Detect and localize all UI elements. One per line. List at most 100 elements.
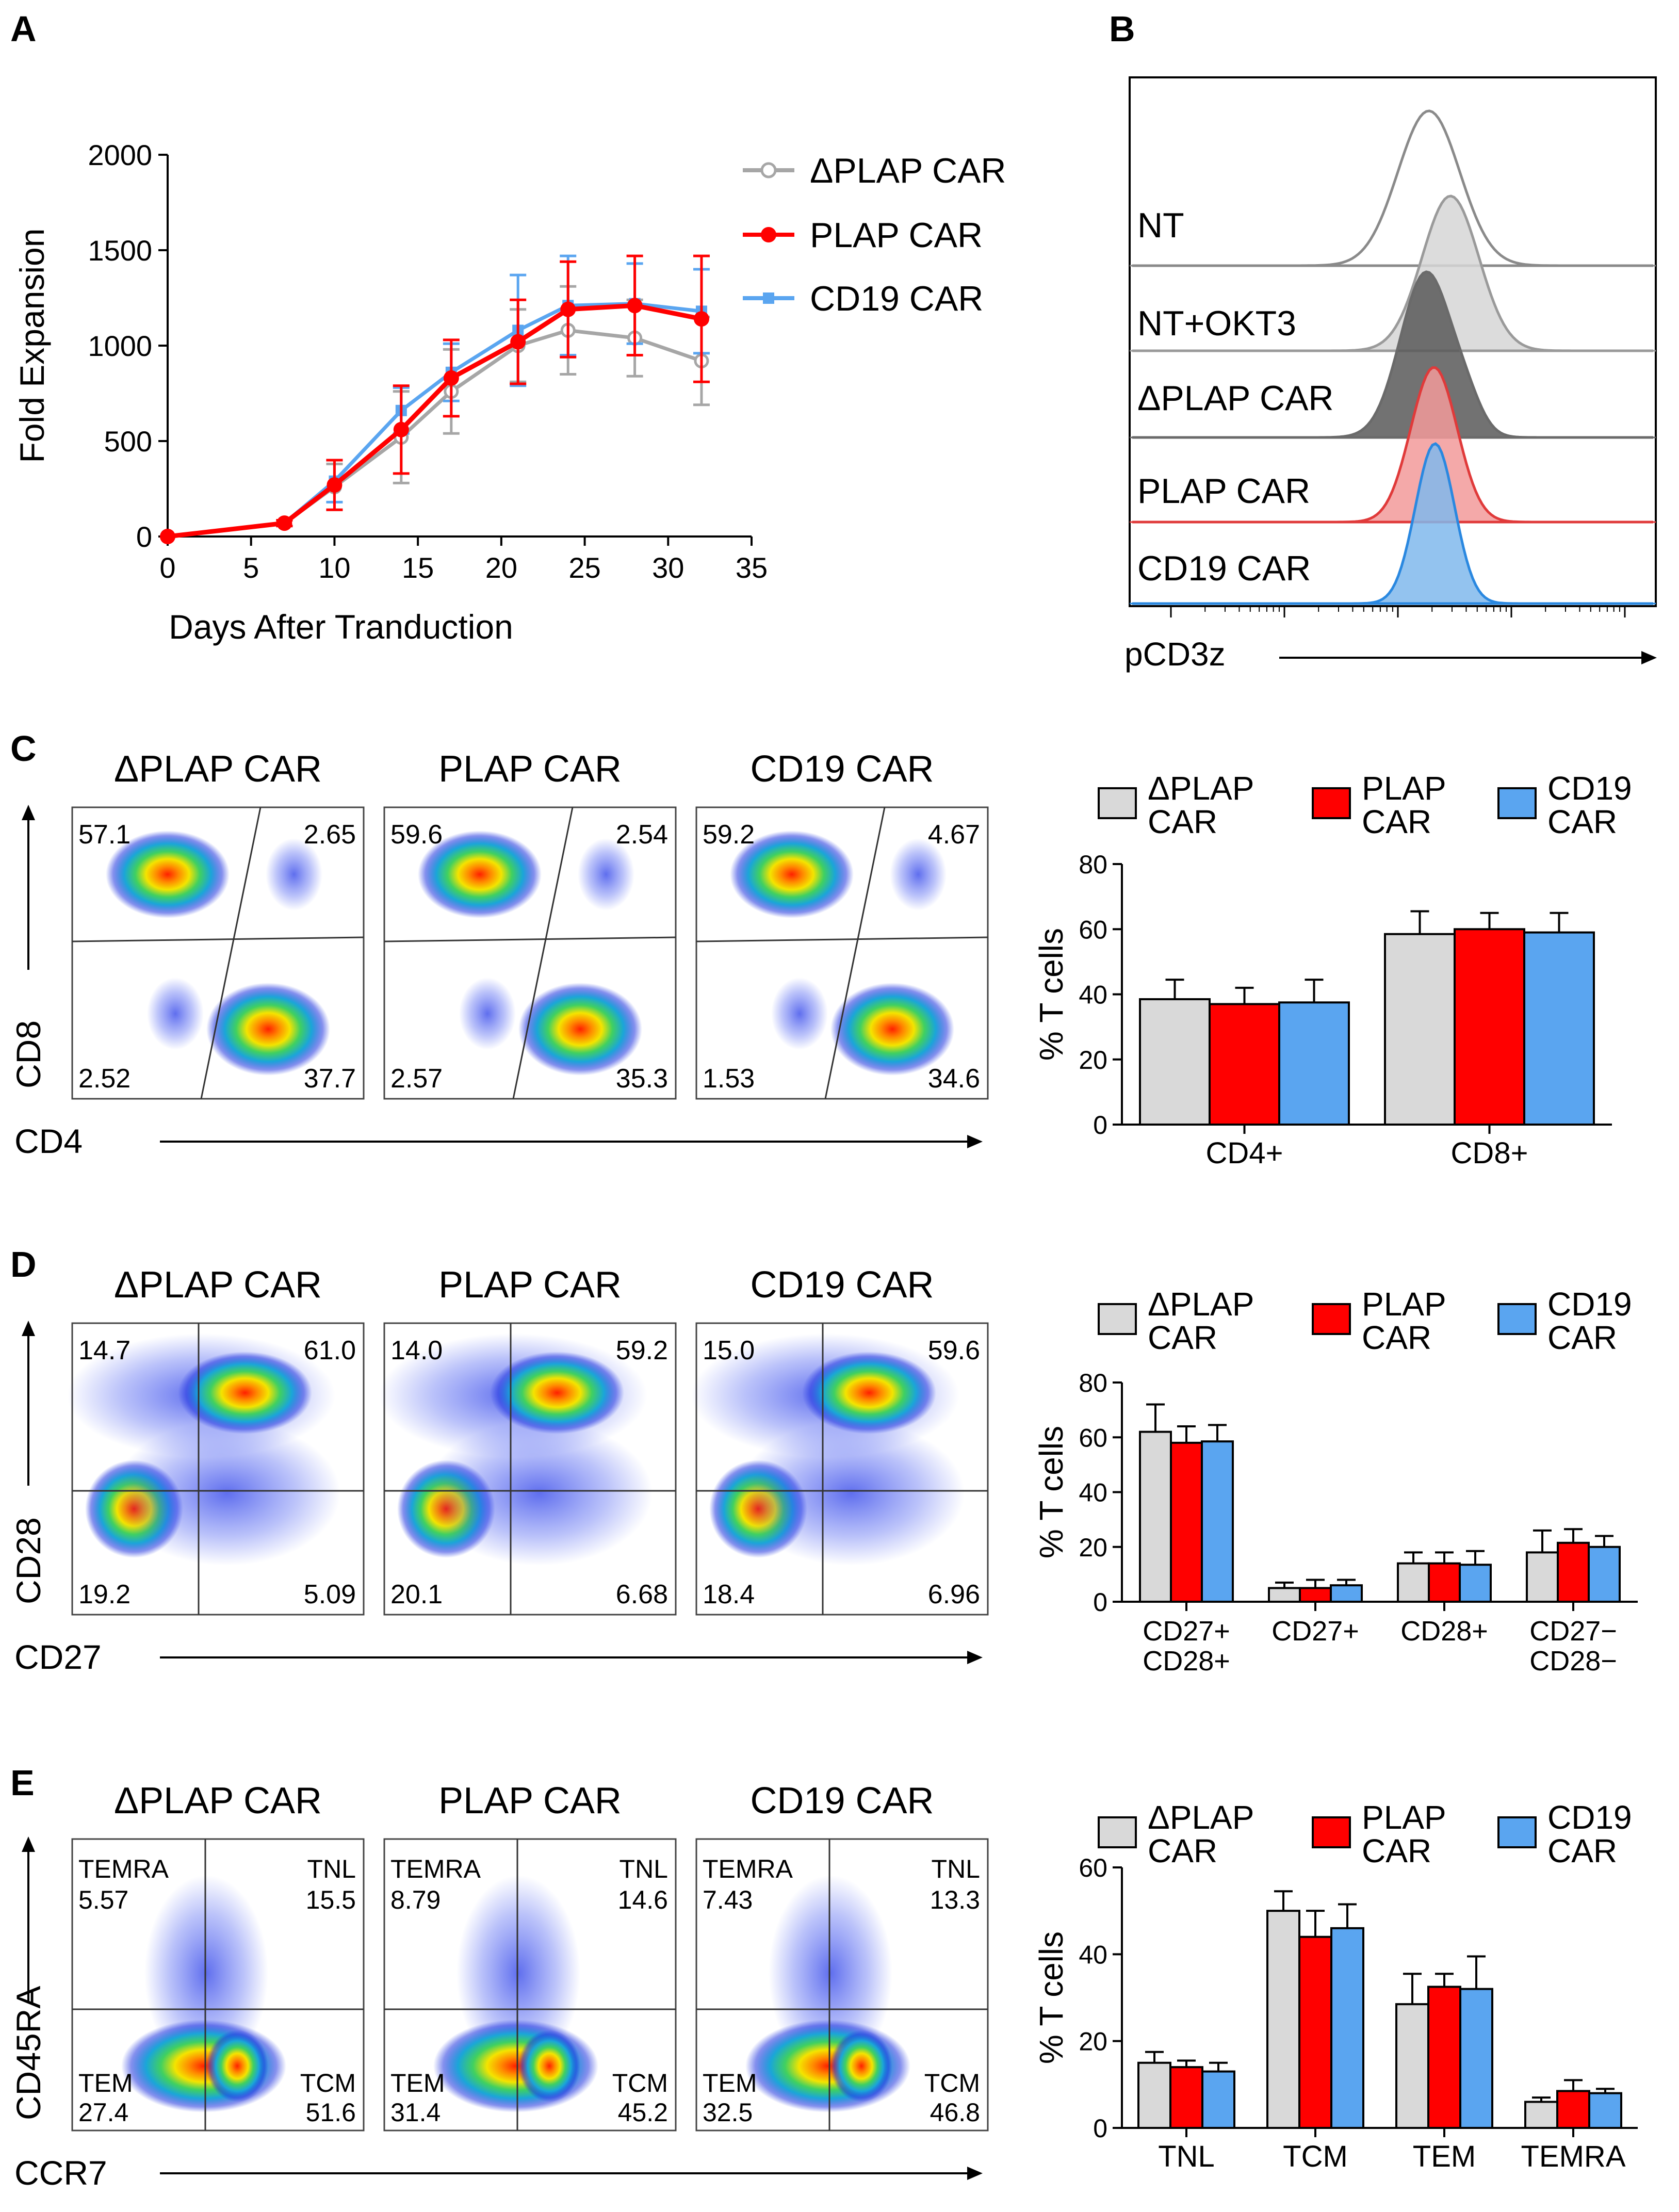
data-point bbox=[443, 370, 459, 386]
flow-density bbox=[771, 978, 828, 1050]
flow-density bbox=[578, 838, 634, 910]
x-arrow-head bbox=[967, 1135, 983, 1148]
quadrant-value: 2.65 bbox=[304, 820, 356, 850]
x-tick-label: 5 bbox=[243, 551, 259, 584]
flow-plot-title: CD19 CAR bbox=[750, 1264, 934, 1306]
y-tick-label: 40 bbox=[1079, 1940, 1107, 1969]
quadrant-value: 2.52 bbox=[78, 1064, 131, 1094]
panel-letter-a: A bbox=[10, 9, 37, 49]
bar-2 bbox=[1278, 1001, 1350, 1126]
flow-density bbox=[106, 831, 230, 918]
quadrant-value: 8.79 bbox=[390, 1885, 441, 1914]
flow-density bbox=[830, 2030, 892, 2102]
legend-label: ΔPLAP bbox=[1148, 1286, 1254, 1323]
bar-2 bbox=[1459, 1564, 1492, 1603]
y-tick-label: 1500 bbox=[88, 234, 152, 267]
bar-0 bbox=[1526, 1551, 1559, 1603]
quadrant-value: 59.6 bbox=[928, 1336, 980, 1365]
flow-x-label: CD4 bbox=[14, 1122, 83, 1160]
panel-b-histogram: NT NT+OKT3 ΔPLAP CAR PLAP CAR CD19 CAR pCD3z bbox=[1124, 76, 1657, 673]
x-axis-label: Days After Tranduction bbox=[169, 608, 513, 646]
quadrant-name: TEMRA bbox=[390, 1855, 481, 1883]
quadrant-name: TNL bbox=[620, 1855, 668, 1883]
bar-2 bbox=[1588, 1546, 1621, 1603]
quadrant-value: 31.4 bbox=[390, 2098, 441, 2127]
y-tick-label: 40 bbox=[1079, 1478, 1107, 1507]
x-arrow-head bbox=[967, 2167, 983, 2180]
y-tick-label: 0 bbox=[136, 521, 152, 553]
quadrant-value: 15.0 bbox=[703, 1336, 755, 1365]
legend-marker bbox=[761, 227, 776, 242]
flow-density bbox=[738, 1421, 965, 1566]
flow-density bbox=[890, 838, 947, 910]
quadrant-name: TCM bbox=[924, 2069, 980, 2097]
x-tick-label: 35 bbox=[736, 551, 768, 584]
bar-0 bbox=[1266, 1910, 1300, 2129]
y-tick-label: 20 bbox=[1079, 1046, 1107, 1075]
x-category-label: CD8+ bbox=[1451, 1136, 1528, 1170]
y-axis-label: % T cells bbox=[1033, 1426, 1070, 1558]
bar-0 bbox=[1395, 2003, 1429, 2129]
flow-density bbox=[518, 983, 642, 1076]
legend-label: CAR bbox=[1148, 1319, 1217, 1356]
bar-0 bbox=[1524, 2101, 1558, 2129]
flow-density bbox=[459, 978, 516, 1050]
x-arrow-head bbox=[967, 1651, 983, 1664]
legend-label: CD19 CAR bbox=[810, 279, 983, 318]
legend-label: CAR bbox=[1362, 1319, 1431, 1356]
quadrant-name: TCM bbox=[612, 2069, 668, 2097]
y-tick-label: 2000 bbox=[88, 139, 152, 171]
data-point bbox=[627, 298, 643, 314]
bar-2 bbox=[1330, 1584, 1363, 1603]
quadrant-value: 59.2 bbox=[616, 1336, 668, 1365]
panel-d-flow-and-bars: ΔPLAP CAR 14.7 61.0 19.2 5.09 PLAP CAR 14.0 59.… bbox=[9, 1264, 1638, 1677]
flow-plot-title: PLAP CAR bbox=[438, 1264, 622, 1306]
flow-density bbox=[457, 1875, 580, 2071]
quadrant-value: 6.68 bbox=[616, 1580, 668, 1609]
bar-0 bbox=[1397, 1562, 1430, 1603]
y-tick-label: 60 bbox=[1079, 1853, 1107, 1882]
x-tick-label: 20 bbox=[485, 551, 517, 584]
legend-swatch bbox=[1497, 1303, 1537, 1335]
legend-swatch bbox=[1497, 1816, 1537, 1848]
x-category-label: TEMRA bbox=[1521, 2140, 1626, 2173]
legend-label: CAR bbox=[1148, 1832, 1217, 1869]
quadrant-value: 1.53 bbox=[703, 1064, 755, 1094]
y-axis-label: % T cells bbox=[1033, 928, 1070, 1061]
legend-label: ΔPLAP CAR bbox=[810, 151, 1006, 190]
legend-label: CAR bbox=[1362, 803, 1431, 840]
legend-label: PLAP bbox=[1362, 770, 1446, 807]
flow-plot-title: CD19 CAR bbox=[750, 749, 934, 790]
bar-0 bbox=[1268, 1587, 1301, 1603]
quadrant-value: 45.2 bbox=[618, 2098, 668, 2127]
data-point bbox=[560, 301, 576, 317]
quadrant-name: TNL bbox=[932, 1855, 980, 1883]
histogram-x-label: pCD3z bbox=[1124, 636, 1226, 673]
x-tick-label: 0 bbox=[159, 551, 175, 584]
quadrant-value: 20.1 bbox=[390, 1580, 443, 1609]
flow-density bbox=[418, 831, 542, 918]
y-tick-label: 20 bbox=[1079, 2027, 1107, 2056]
x-category-label: CD28+ bbox=[1400, 1616, 1488, 1647]
panel-c-flow-and-bars: ΔPLAP CAR 57.1 2.65 2.52 37.7 PLAP CAR 59.6 2.5… bbox=[9, 749, 1632, 1170]
x-category-label: TCM bbox=[1283, 2140, 1348, 2173]
quadrant-value: 14.7 bbox=[78, 1336, 131, 1365]
legend-swatch bbox=[1312, 1816, 1351, 1848]
histogram-row-label: CD19 CAR bbox=[1137, 549, 1311, 588]
panel-letter-e: E bbox=[10, 1763, 35, 1803]
quadrant-value: 51.6 bbox=[306, 2098, 356, 2127]
quadrant-name: TEMRA bbox=[78, 1855, 169, 1883]
quadrant-value: 14.0 bbox=[390, 1336, 443, 1365]
y-tick-label: 500 bbox=[104, 425, 152, 458]
x-tick-label: 15 bbox=[402, 551, 434, 584]
legend-swatch bbox=[1098, 1303, 1137, 1335]
y-tick-label: 0 bbox=[1093, 1111, 1107, 1140]
bar-1 bbox=[1428, 1562, 1461, 1603]
quadrant-value: 59.2 bbox=[703, 820, 755, 850]
panel-letter-b: B bbox=[1109, 9, 1135, 49]
legend-label: CAR bbox=[1148, 803, 1217, 840]
flow-density bbox=[178, 1352, 312, 1434]
bar-1 bbox=[1427, 1986, 1461, 2129]
y-tick-label: 80 bbox=[1079, 1369, 1107, 1397]
series-line-1 bbox=[167, 303, 702, 539]
